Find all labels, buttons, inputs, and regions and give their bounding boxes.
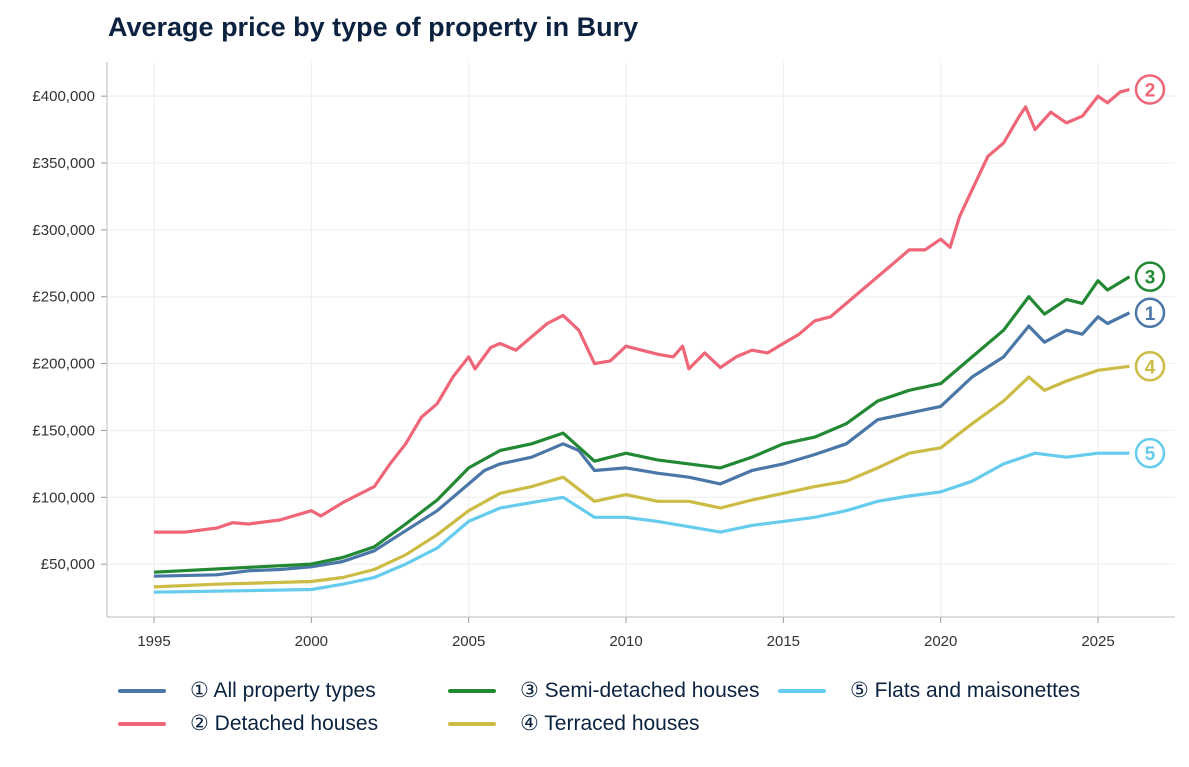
legend: ① All property types ③ Semi-detached hous… xyxy=(118,678,1178,736)
x-tick-label: 2020 xyxy=(924,633,957,650)
x-tick-label: 2010 xyxy=(609,633,642,650)
end-label-1: 1 xyxy=(1145,304,1156,325)
legend-label: ④ Terraced houses xyxy=(520,712,700,735)
legend-label: ③ Semi-detached houses xyxy=(520,679,760,702)
x-tick-label: 2005 xyxy=(452,633,485,650)
legend-swatch xyxy=(778,688,826,693)
end-label-4: 4 xyxy=(1145,357,1156,378)
legend-swatch xyxy=(118,721,166,726)
legend-swatch xyxy=(448,688,496,693)
end-label-circle-2 xyxy=(1134,74,1166,105)
end-label-circle-1 xyxy=(1134,297,1166,329)
y-tick-label: £150,000 xyxy=(32,422,95,439)
legend-swatch xyxy=(118,688,166,693)
end-label-5: 5 xyxy=(1145,444,1156,465)
legend-item: ④ Terraced houses xyxy=(448,711,778,736)
series-line-5 xyxy=(153,451,1130,594)
y-tick-label: £400,000 xyxy=(32,88,95,105)
legend-label: ② Detached houses xyxy=(190,712,379,735)
legend-item: ⑤ Flats and maisonettes xyxy=(778,678,1138,703)
legend-item: ③ Semi-detached houses xyxy=(448,678,778,703)
x-tick-label: 2000 xyxy=(295,633,328,650)
legend-item: ② Detached houses xyxy=(118,711,448,736)
y-tick-label: £50,000 xyxy=(41,556,95,573)
x-tick-label: 2015 xyxy=(767,633,800,650)
series-line-4 xyxy=(153,364,1130,589)
x-tick-label: 2025 xyxy=(1081,633,1114,650)
y-tick-label: £250,000 xyxy=(32,289,95,306)
x-tick-label: 1995 xyxy=(137,633,170,650)
chart-title: Average price by type of property in Bur… xyxy=(108,12,639,42)
end-label-circle-4 xyxy=(1134,351,1166,382)
legend-item: ① All property types xyxy=(118,678,448,703)
end-label-circle-5 xyxy=(1134,437,1166,469)
y-tick-label: £100,000 xyxy=(32,489,95,506)
legend-label: ⑤ Flats and maisonettes xyxy=(850,679,1081,702)
legend-swatch xyxy=(448,721,496,726)
legend-label: ① All property types xyxy=(190,679,376,702)
series-line-1 xyxy=(153,311,1131,578)
y-tick-label: £200,000 xyxy=(32,356,95,373)
end-label-2: 2 xyxy=(1145,80,1156,101)
y-tick-label: £300,000 xyxy=(32,222,95,239)
series-line-2 xyxy=(154,87,1130,534)
series-line-3 xyxy=(153,275,1131,574)
end-label-circle-3 xyxy=(1134,261,1166,292)
y-tick-label: £350,000 xyxy=(32,155,95,172)
end-label-3: 3 xyxy=(1145,268,1156,289)
